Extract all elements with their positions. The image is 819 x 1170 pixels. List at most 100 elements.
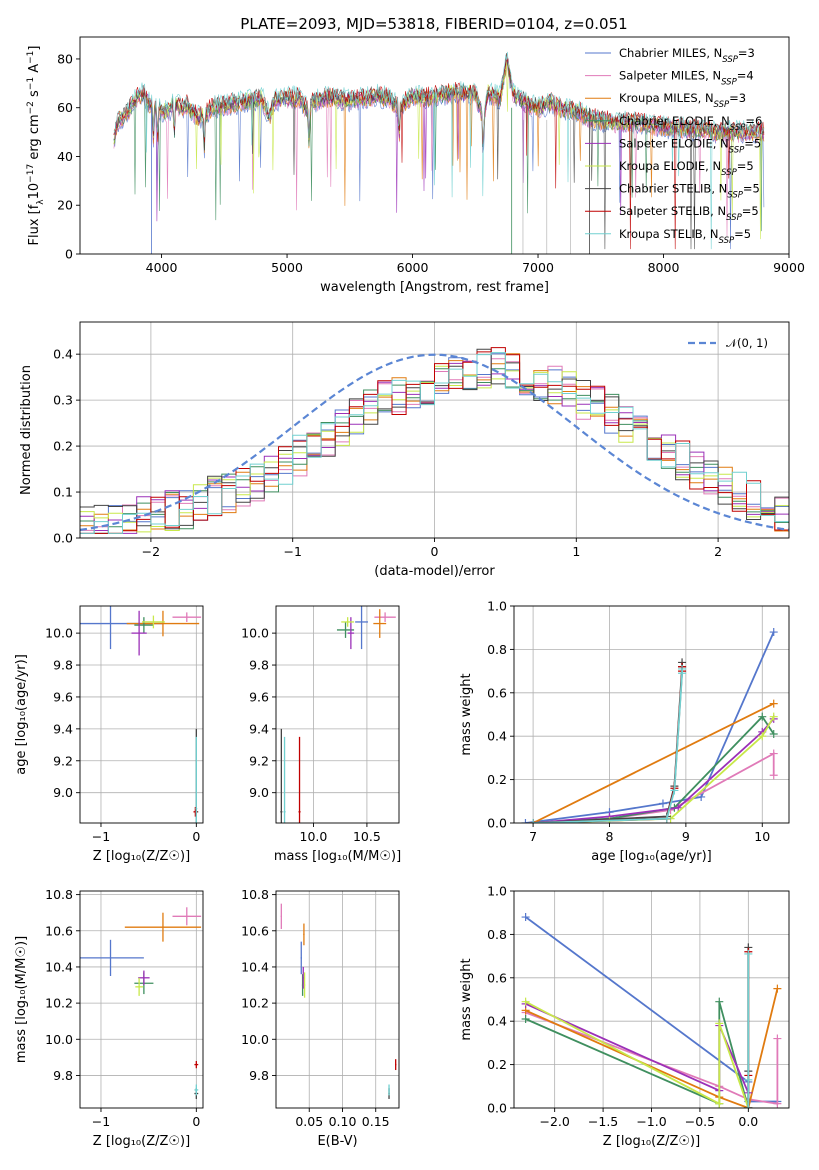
x-axis-label: mass [log₁₀(M/M☉)] xyxy=(274,849,401,864)
histogram-step-9 xyxy=(80,352,789,534)
y-tick-label: 1.0 xyxy=(487,884,507,899)
y-tick-label: 0.4 xyxy=(487,1014,507,1029)
errorbar-point-2 xyxy=(172,612,202,622)
spectrum-line-8 xyxy=(113,54,765,250)
y-tick-label: 80 xyxy=(57,51,73,66)
y-tick-label: 10.4 xyxy=(45,959,73,974)
series-marker xyxy=(670,786,679,795)
series-line-8 xyxy=(533,666,683,823)
axes-frame xyxy=(79,36,790,255)
errorbar-point-9 xyxy=(388,1084,390,1096)
histogram-panel: −2 −1 0 1 2 0.0 0.1 0.2 0.3 0.4 (data-model)/error… xyxy=(19,321,790,579)
axes-frame xyxy=(79,890,204,1109)
age-vs-mass-panel: 10.0 10.5 9.0 9.2 9.4 9.6 9.8 10.0 mass [log₁₀(M… xyxy=(241,605,401,864)
series-marker xyxy=(773,1034,782,1043)
x-tick-label: 0.15 xyxy=(362,1114,390,1129)
plot-area xyxy=(280,606,396,823)
errorbar-point-6 xyxy=(135,977,143,996)
legend-label: Kroupa STELIB, NSSP=5 xyxy=(619,227,751,246)
y-tick-label: 10.6 xyxy=(45,923,73,938)
errorbar-point-8 xyxy=(395,1059,397,1071)
y-axis-label: mass weight xyxy=(459,673,474,755)
series-marker xyxy=(662,814,671,823)
x-axis-label: wavelength [Angstrom, rest frame] xyxy=(320,280,549,295)
errorbar-point-5 xyxy=(131,610,147,656)
series-marker xyxy=(674,803,683,812)
y-tick-label: 9.6 xyxy=(249,689,269,704)
series-marker xyxy=(773,1099,782,1108)
y-tick-label: 0.4 xyxy=(487,729,507,744)
y-tick-label: 10.6 xyxy=(241,923,269,938)
errorbar-point-5 xyxy=(138,970,150,986)
spectrum-line-9 xyxy=(113,51,765,250)
x-tick-label: 0.10 xyxy=(329,1114,357,1129)
series-line-5 xyxy=(525,1002,750,1094)
series-marker xyxy=(758,712,767,721)
spectrum-line-7 xyxy=(113,52,765,250)
series-marker xyxy=(521,913,530,922)
errorbar-point-3 xyxy=(124,912,202,942)
y-tick-label: 10.8 xyxy=(45,887,73,902)
errorbar-point-8 xyxy=(298,736,301,823)
y-tick-label: 9.8 xyxy=(53,1068,73,1083)
series-line-4 xyxy=(533,715,775,823)
errorbar-point-9 xyxy=(194,1084,199,1096)
y-tick-label: 0.0 xyxy=(53,531,73,546)
normal-curve xyxy=(80,353,789,531)
mass-weight-vs-metallicity-panel: −2.0 −1.5 −1.0 −0.5 0.0 0.0 0.2 0.4 0.6 0.8 1.0 Z [… xyxy=(459,884,790,1149)
series-line-1 xyxy=(525,631,775,823)
y-tick-label: 10.0 xyxy=(45,1032,73,1047)
series-line-7 xyxy=(533,662,683,823)
y-tick-label: 10.2 xyxy=(241,996,269,1011)
legend-label: Kroupa ELODIE, NSSP=5 xyxy=(619,159,754,178)
x-axis-label: Z [log₁₀(Z/Z☉)] xyxy=(93,1134,190,1149)
age-vs-metallicity-panel: −1 0 9.0 9.2 9.4 9.6 9.8 10.0 Z [log₁₀(Z/Z☉)] age… xyxy=(14,605,204,864)
legend-label: 𝒩(0, 1) xyxy=(726,336,768,350)
errorbar-point-6 xyxy=(303,972,306,998)
series-marker xyxy=(744,949,753,958)
y-tick-label: 9.2 xyxy=(53,753,73,768)
errorbar-point-2 xyxy=(172,907,202,926)
axes-frame xyxy=(79,605,204,824)
y-tick-label: 10.4 xyxy=(241,959,269,974)
legend-label: Kroupa MILES, NSSP=3 xyxy=(619,91,746,110)
x-tick-label: 1 xyxy=(572,544,580,559)
series-marker xyxy=(769,712,778,721)
y-tick-label: 10.0 xyxy=(241,1032,269,1047)
legend-label: Salpeter STELIB, NSSP=5 xyxy=(619,204,759,223)
y-tick-label: 0.6 xyxy=(487,970,507,985)
legend-label: Chabrier STELIB, NSSP=5 xyxy=(619,182,760,201)
histogram-step-8 xyxy=(80,347,789,534)
y-tick-label: 9.0 xyxy=(53,785,73,800)
x-axis-label: Z [log₁₀(Z/Z☉)] xyxy=(93,849,190,864)
y-tick-label: 9.6 xyxy=(53,689,73,704)
series-marker xyxy=(658,799,667,808)
x-tick-label: −2 xyxy=(142,544,160,559)
legend-label: Chabrier ELODIE, NSSP=6 xyxy=(619,114,762,133)
plot-area xyxy=(80,606,202,823)
axes-frame xyxy=(275,605,400,824)
series-marker xyxy=(521,997,530,1006)
series-marker xyxy=(773,984,782,993)
series-marker xyxy=(769,771,778,780)
series-line-3 xyxy=(525,988,779,1108)
x-tick-label: 0.05 xyxy=(295,1114,323,1129)
axes-frame xyxy=(275,890,400,1109)
series-line-6 xyxy=(533,716,775,823)
errorbar-point-6 xyxy=(141,615,165,629)
y-tick-label: 0 xyxy=(65,247,73,262)
y-tick-label: 9.8 xyxy=(249,658,269,673)
x-tick-label: −1 xyxy=(92,1114,110,1129)
x-tick-label: −1 xyxy=(92,829,110,844)
errorbar-point-5 xyxy=(302,966,304,989)
plot-area xyxy=(80,907,202,1099)
y-tick-label: 60 xyxy=(57,100,73,115)
x-tick-label: 0.0 xyxy=(738,1114,758,1129)
y-tick-label: 0.3 xyxy=(53,393,73,408)
y-axis-label: age [log₁₀(age/yr)] xyxy=(14,654,29,775)
errorbar-point-1 xyxy=(300,941,302,975)
y-tick-label: 0.6 xyxy=(487,685,507,700)
axes-frame xyxy=(513,605,790,824)
series-marker xyxy=(521,819,530,823)
x-tick-label: 8000 xyxy=(648,260,680,275)
